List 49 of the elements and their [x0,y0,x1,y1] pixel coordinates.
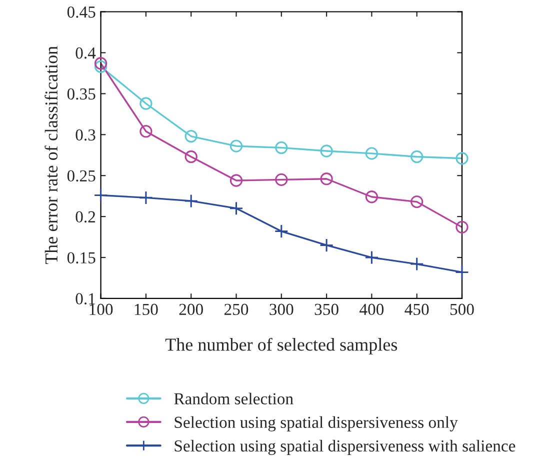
point [94,188,108,202]
point [274,224,288,238]
y-tick-label: 0.45 [67,6,96,18]
point [230,140,243,152]
x-tick-label: 500 [450,304,474,316]
point [410,195,424,208]
x-tick-label: 300 [270,304,294,316]
point [184,194,198,208]
legend-label: Random selection [174,392,294,404]
x-tick-label: 350 [314,304,338,316]
point [140,97,152,110]
point [454,265,470,280]
point [320,238,334,252]
x-tick-label: 100 [90,304,113,316]
point [275,141,288,154]
point [365,147,378,160]
legend-label: Selection using spatial dispersiveness only [174,416,458,432]
point [456,152,468,165]
point [94,60,108,73]
y-tick-label: 0.3 [76,129,96,141]
point [229,201,244,216]
x-tick-label: 200 [179,304,203,316]
point [94,57,108,70]
point [320,144,333,158]
y-tick-label: 0.1 [76,293,95,304]
y-tick-label: 0.25 [67,170,96,182]
point [140,125,152,138]
point [275,173,288,186]
legend-label: Selection using spatial dispersiveness with salience [174,440,516,455]
y-axis-title: The error rate of classification [44,46,58,264]
point [410,257,424,272]
point [410,150,424,164]
x-tick-label: 400 [360,304,384,316]
point [230,174,243,187]
y-tick-label: 0.15 [67,252,96,264]
y-tick-label: 0.4 [76,47,96,59]
x-axis-title: The number of selected samples [165,338,398,354]
y-tick-label: 0.2 [76,211,96,223]
x-tick-label: 450 [404,304,429,316]
y-tick-label: 0.35 [67,88,96,100]
point [184,150,198,164]
x-tick-label: 150 [134,304,158,316]
point [364,250,379,265]
point [320,172,333,186]
point [456,220,468,234]
point [138,190,153,205]
point [184,130,198,143]
point [365,190,378,204]
x-tick-label: 250 [224,304,248,316]
